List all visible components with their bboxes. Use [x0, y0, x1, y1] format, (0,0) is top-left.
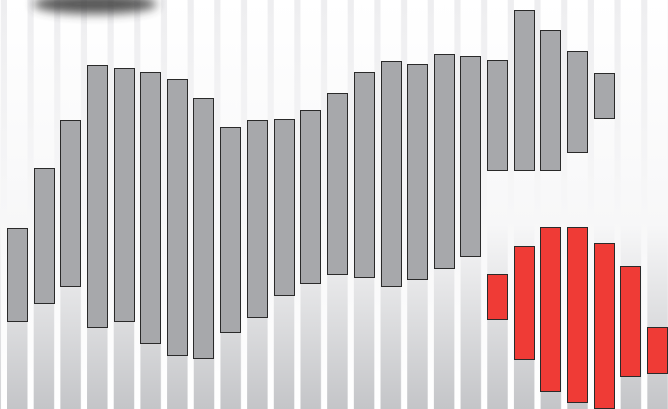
bar [487, 60, 508, 171]
bar [247, 120, 268, 318]
bar [381, 61, 402, 287]
bar [487, 274, 508, 320]
bar [514, 246, 535, 360]
bar [540, 30, 561, 171]
bar [87, 65, 108, 328]
bar [567, 51, 588, 153]
shadow [33, 0, 157, 14]
bar [140, 72, 161, 344]
bar [167, 79, 188, 356]
bar [220, 127, 241, 333]
bar [567, 227, 588, 403]
bar [327, 93, 348, 275]
bar [34, 168, 55, 304]
bar [594, 243, 615, 409]
bar [460, 56, 481, 257]
bar [407, 64, 428, 280]
bar [434, 54, 455, 269]
bar [114, 68, 135, 322]
gray-bars [7, 10, 615, 359]
bar [60, 120, 81, 287]
bar [274, 119, 295, 296]
red-bars [487, 227, 668, 409]
bar [514, 10, 535, 171]
bar [300, 110, 321, 284]
bar [540, 227, 561, 392]
bar [620, 266, 641, 377]
bar [594, 73, 615, 119]
bar [7, 228, 28, 322]
bar [193, 98, 214, 359]
bar [354, 72, 375, 278]
bar [647, 327, 668, 374]
